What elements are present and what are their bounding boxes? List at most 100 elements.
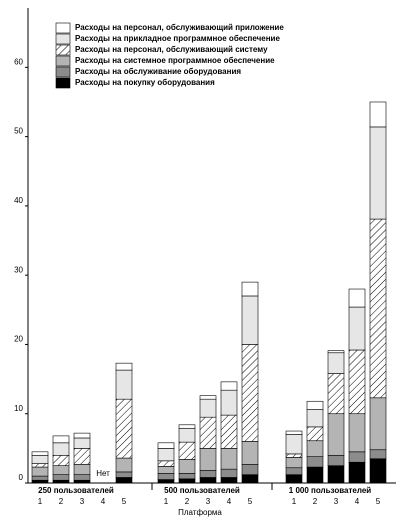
x-tick-label: 1 xyxy=(164,497,169,506)
bar-segment xyxy=(178,441,196,460)
bar-segment xyxy=(31,454,49,464)
x-tick-label: 4 xyxy=(355,497,360,506)
y-tick-label: 10 xyxy=(14,404,23,413)
bar-segment xyxy=(306,400,324,410)
bar-segment xyxy=(327,350,345,354)
bar-segment xyxy=(52,435,70,444)
bar-segment xyxy=(220,448,238,470)
x-tick-label: 2 xyxy=(185,497,190,506)
bar-segment xyxy=(285,434,303,455)
y-tick-label: 30 xyxy=(14,265,23,274)
x-tick-label: 2 xyxy=(59,497,64,506)
bar-segment xyxy=(348,349,366,415)
x-tick-label: 5 xyxy=(248,497,253,506)
bar-segment xyxy=(306,440,324,457)
bar-segment xyxy=(306,409,324,428)
x-tick-label: 1 xyxy=(38,497,43,506)
legend-swatch xyxy=(55,44,71,56)
x-tick-label: 3 xyxy=(334,497,339,506)
bar-segment xyxy=(52,474,70,481)
bar-segment xyxy=(285,474,303,484)
group-label: 1 000 пользователей xyxy=(289,486,371,495)
bar-segment xyxy=(178,459,196,474)
bar-segment xyxy=(306,456,324,468)
bar-segment xyxy=(115,477,133,484)
bar-segment xyxy=(157,460,175,467)
bar-segment xyxy=(73,463,91,475)
x-axis-label: Платформа xyxy=(178,508,222,517)
x-tick-label: 2 xyxy=(313,497,318,506)
bar-segment xyxy=(73,474,91,481)
bar-segment xyxy=(241,474,259,484)
bar-segment xyxy=(285,430,303,435)
bar-segment xyxy=(199,448,217,471)
bar-segment xyxy=(327,413,345,456)
bar-segment xyxy=(115,362,133,371)
bar-segment xyxy=(73,448,91,465)
bar-segment xyxy=(220,468,238,478)
legend-swatch xyxy=(55,22,71,34)
bar-segment xyxy=(31,475,49,481)
bar-segment xyxy=(327,454,345,466)
bar-segment xyxy=(369,218,387,399)
bar-segment xyxy=(199,477,217,484)
bar-segment xyxy=(52,465,70,475)
legend-label: Расходы на покупку оборудования xyxy=(75,78,215,87)
bar-segment xyxy=(369,458,387,484)
bar-segment xyxy=(52,442,70,456)
bar-segment xyxy=(178,473,196,480)
bar-segment xyxy=(73,479,91,484)
bar-segment xyxy=(178,478,196,484)
bar-segment xyxy=(199,416,217,449)
bar-segment xyxy=(369,449,387,460)
bar-segment xyxy=(157,448,175,462)
bar-segment xyxy=(369,397,387,451)
y-tick-label: 50 xyxy=(14,127,23,136)
bar-segment xyxy=(306,466,324,484)
annotation: Нет xyxy=(96,469,110,478)
bar-segment xyxy=(52,454,70,466)
bar-segment xyxy=(285,457,303,469)
bar-segment xyxy=(178,424,196,429)
bar-segment xyxy=(241,463,259,475)
bar-segment xyxy=(31,466,49,477)
bar-segment xyxy=(369,101,387,128)
x-tick-label: 5 xyxy=(376,497,381,506)
bar-segment xyxy=(369,126,387,220)
bar-segment xyxy=(31,451,49,456)
group-label: 250 пользователей xyxy=(38,486,114,495)
legend-label: Расходы на персонал, обслуживающий прило… xyxy=(75,23,284,32)
y-tick-label: 20 xyxy=(14,335,23,344)
bar-segment xyxy=(348,288,366,308)
legend-swatch xyxy=(55,66,71,78)
bar-segment xyxy=(241,441,259,465)
x-tick-label: 3 xyxy=(80,497,85,506)
bar-segment xyxy=(241,344,259,442)
bar-segment xyxy=(199,395,217,400)
bar-segment xyxy=(285,453,303,458)
legend-swatch xyxy=(55,33,71,45)
x-tick-label: 5 xyxy=(122,497,127,506)
bar-segment xyxy=(241,281,259,297)
bar-segment xyxy=(115,457,133,473)
x-tick-label: 3 xyxy=(206,497,211,506)
bar-segment xyxy=(348,461,366,484)
bar-segment xyxy=(327,352,345,374)
x-tick-label: 1 xyxy=(292,497,297,506)
legend-label: Расходы на персонал, обслуживающий систе… xyxy=(75,45,268,54)
bar-segment xyxy=(220,389,238,416)
bar-segment xyxy=(327,373,345,415)
bar-segment xyxy=(220,477,238,484)
bar-segment xyxy=(327,465,345,484)
bar-segment xyxy=(348,451,366,463)
bar-segment xyxy=(115,369,133,400)
bar-segment xyxy=(31,463,49,468)
bar-segment xyxy=(285,467,303,475)
legend-label: Расходы на системное программное обеспеч… xyxy=(75,56,275,65)
group-label: 500 пользователей xyxy=(164,486,240,495)
bar-segment xyxy=(52,479,70,484)
bar-segment xyxy=(220,381,238,391)
bar-segment xyxy=(31,479,49,484)
bar-segment xyxy=(306,426,324,442)
